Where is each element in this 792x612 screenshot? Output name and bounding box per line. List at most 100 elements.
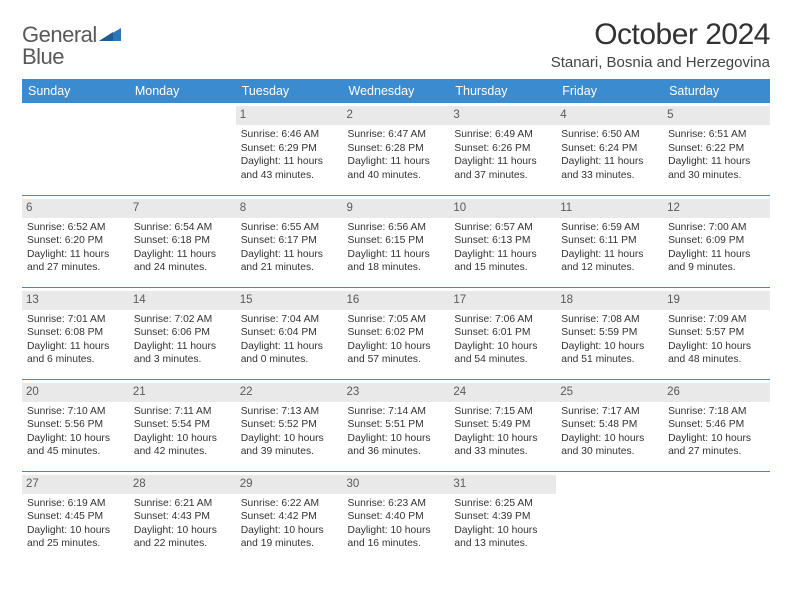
sunrise-text: Sunrise: 6:47 AM [348,128,445,142]
day-number: 14 [129,291,236,310]
sunrise-text: Sunrise: 6:52 AM [27,221,124,235]
day-number: 11 [556,199,663,218]
calendar-cell: . [129,103,236,195]
daylight-text: Daylight: 10 hours and 45 minutes. [27,432,124,459]
daylight-text: Daylight: 10 hours and 39 minutes. [241,432,338,459]
calendar-cell: 13Sunrise: 7:01 AMSunset: 6:08 PMDayligh… [22,287,129,379]
calendar-cell: 1 Sunrise: 6:46 AMSunset: 6:29 PMDaylight… [236,103,343,195]
sunset-text: Sunset: 5:51 PM [348,418,445,432]
calendar-page: General October 2024 Stanari, Bosnia and… [0,0,792,581]
calendar-cell: 18Sunrise: 7:08 AMSunset: 5:59 PMDayligh… [556,287,663,379]
day-number: 12 [663,199,770,218]
sunset-text: Sunset: 6:08 PM [27,326,124,340]
day-number: 18 [556,291,663,310]
daylight-text: Daylight: 10 hours and 33 minutes. [454,432,551,459]
daylight-text: Daylight: 11 hours and 27 minutes. [27,248,124,275]
page-header: General October 2024 Stanari, Bosnia and… [22,18,770,71]
sunset-text: Sunset: 6:13 PM [454,234,551,248]
day-number: 8 [236,199,343,218]
day-number: 4 [556,106,663,125]
sunset-text: Sunset: 6:29 PM [241,142,338,156]
sunrise-text: Sunrise: 7:08 AM [561,313,658,327]
calendar-cell: . [556,471,663,563]
calendar-cell: 11Sunrise: 6:59 AMSunset: 6:11 PMDayligh… [556,195,663,287]
calendar-week-row: 20Sunrise: 7:10 AMSunset: 5:56 PMDayligh… [22,379,770,471]
sunrise-text: Sunrise: 6:25 AM [454,497,551,511]
day-header: Tuesday [236,79,343,103]
calendar-cell: 23Sunrise: 7:14 AMSunset: 5:51 PMDayligh… [343,379,450,471]
sunrise-text: Sunrise: 7:02 AM [134,313,231,327]
daylight-text: Daylight: 10 hours and 25 minutes. [27,524,124,551]
sunset-text: Sunset: 6:01 PM [454,326,551,340]
calendar-cell: . [22,103,129,195]
sunrise-text: Sunrise: 7:06 AM [454,313,551,327]
sunset-text: Sunset: 6:22 PM [668,142,765,156]
day-number: 1 [236,106,343,125]
sunset-text: Sunset: 6:18 PM [134,234,231,248]
day-header: Monday [129,79,236,103]
calendar-cell: 9Sunrise: 6:56 AMSunset: 6:15 PMDaylight… [343,195,450,287]
sunrise-text: Sunrise: 7:05 AM [348,313,445,327]
sunrise-text: Sunrise: 6:23 AM [348,497,445,511]
calendar-cell: 19Sunrise: 7:09 AMSunset: 5:57 PMDayligh… [663,287,770,379]
brand-text-2: Blue [22,44,64,69]
sunrise-text: Sunrise: 7:10 AM [27,405,124,419]
sunset-text: Sunset: 6:06 PM [134,326,231,340]
calendar-week-row: ..1Sunrise: 6:46 AMSunset: 6:29 PMDaylig… [22,103,770,195]
daylight-text: Daylight: 10 hours and 16 minutes. [348,524,445,551]
calendar-cell: 10Sunrise: 6:57 AMSunset: 6:13 PMDayligh… [449,195,556,287]
sunset-text: Sunset: 4:39 PM [454,510,551,524]
sunrise-text: Sunrise: 6:21 AM [134,497,231,511]
sunrise-text: Sunrise: 7:18 AM [668,405,765,419]
location-subtitle: Stanari, Bosnia and Herzegovina [551,54,770,71]
sunrise-text: Sunrise: 6:46 AM [241,128,338,142]
calendar-cell: 21Sunrise: 7:11 AMSunset: 5:54 PMDayligh… [129,379,236,471]
day-number: 6 [22,199,129,218]
daylight-text: Daylight: 11 hours and 37 minutes. [454,155,551,182]
daylight-text: Daylight: 10 hours and 57 minutes. [348,340,445,367]
daylight-text: Daylight: 10 hours and 30 minutes. [561,432,658,459]
calendar-cell: 26Sunrise: 7:18 AMSunset: 5:46 PMDayligh… [663,379,770,471]
calendar-cell: 12Sunrise: 7:00 AMSunset: 6:09 PMDayligh… [663,195,770,287]
calendar-cell: 3Sunrise: 6:49 AMSunset: 6:26 PMDaylight… [449,103,556,195]
sunrise-text: Sunrise: 7:13 AM [241,405,338,419]
sunset-text: Sunset: 6:26 PM [454,142,551,156]
sunrise-text: Sunrise: 6:57 AM [454,221,551,235]
calendar-cell: 4Sunrise: 6:50 AMSunset: 6:24 PMDaylight… [556,103,663,195]
sunrise-text: Sunrise: 7:00 AM [668,221,765,235]
calendar-body: ..1Sunrise: 6:46 AMSunset: 6:29 PMDaylig… [22,103,770,563]
sunrise-text: Sunrise: 7:14 AM [348,405,445,419]
day-number: 7 [129,199,236,218]
sunrise-text: Sunrise: 6:50 AM [561,128,658,142]
calendar-cell: 20Sunrise: 7:10 AMSunset: 5:56 PMDayligh… [22,379,129,471]
sunrise-text: Sunrise: 6:19 AM [27,497,124,511]
day-number: 9 [343,199,450,218]
sunset-text: Sunset: 4:43 PM [134,510,231,524]
calendar-cell: 5Sunrise: 6:51 AMSunset: 6:22 PMDaylight… [663,103,770,195]
sunset-text: Sunset: 6:02 PM [348,326,445,340]
calendar-table: Sunday Monday Tuesday Wednesday Thursday… [22,79,770,563]
calendar-cell: 25Sunrise: 7:17 AMSunset: 5:48 PMDayligh… [556,379,663,471]
calendar-cell: . [663,471,770,563]
daylight-text: Daylight: 10 hours and 36 minutes. [348,432,445,459]
sunset-text: Sunset: 4:40 PM [348,510,445,524]
calendar-cell: 8Sunrise: 6:55 AMSunset: 6:17 PMDaylight… [236,195,343,287]
daylight-text: Daylight: 10 hours and 27 minutes. [668,432,765,459]
sunrise-text: Sunrise: 7:09 AM [668,313,765,327]
day-header: Saturday [663,79,770,103]
sunset-text: Sunset: 6:15 PM [348,234,445,248]
daylight-text: Daylight: 11 hours and 40 minutes. [348,155,445,182]
calendar-cell: 22Sunrise: 7:13 AMSunset: 5:52 PMDayligh… [236,379,343,471]
calendar-cell: 7Sunrise: 6:54 AMSunset: 6:18 PMDaylight… [129,195,236,287]
daylight-text: Daylight: 11 hours and 24 minutes. [134,248,231,275]
daylight-text: Daylight: 11 hours and 18 minutes. [348,248,445,275]
calendar-cell: 16Sunrise: 7:05 AMSunset: 6:02 PMDayligh… [343,287,450,379]
daylight-text: Daylight: 11 hours and 43 minutes. [241,155,338,182]
daylight-text: Daylight: 10 hours and 22 minutes. [134,524,231,551]
calendar-cell: 17Sunrise: 7:06 AMSunset: 6:01 PMDayligh… [449,287,556,379]
day-number: 31 [449,475,556,494]
sunrise-text: Sunrise: 6:49 AM [454,128,551,142]
sunset-text: Sunset: 5:54 PM [134,418,231,432]
sunrise-text: Sunrise: 6:51 AM [668,128,765,142]
sunset-text: Sunset: 5:59 PM [561,326,658,340]
